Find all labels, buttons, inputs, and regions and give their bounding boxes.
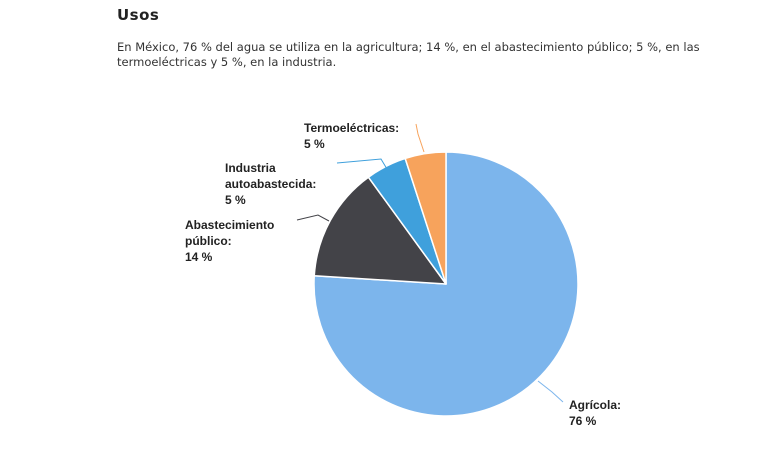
data-label-agricola: Agrícola: 76 %	[569, 398, 621, 428]
data-label-industria-autoabastecida: Industria autoabastecida: 5 %	[225, 161, 316, 207]
data-label-line: 76 %	[569, 414, 597, 428]
data-label-line: Abastecimiento	[185, 218, 274, 232]
label-connector-abastecimiento-publico	[296, 214, 330, 222]
data-label-line: 5 %	[225, 193, 246, 207]
intro-paragraph: En México, 76 % del agua se utiliza en l…	[117, 40, 700, 69]
label-connectors	[296, 123, 564, 403]
data-label-line: 14 %	[185, 250, 213, 264]
data-label-line: Industria	[225, 161, 276, 175]
data-label-line: Termoeléctricas:	[304, 121, 399, 135]
pie-slice-abastecimiento-publico[interactable]	[313, 176, 447, 285]
data-label-termoelectricas: Termoeléctricas: 5 %	[304, 121, 399, 151]
data-label-line: autoabastecida:	[225, 177, 316, 191]
data-labels: Agrícola: 76 % Abastecimiento público: 14 % I…	[185, 121, 621, 428]
pie-slices	[313, 151, 579, 417]
data-label-abastecimiento-publico: Abastecimiento público: 14 %	[185, 218, 274, 264]
pie-slice-termoelectricas[interactable]	[404, 151, 447, 285]
section-heading: Usos	[117, 6, 160, 24]
pie-slice-agricola[interactable]	[313, 151, 579, 417]
data-label-line: Agrícola:	[569, 398, 621, 412]
data-label-line: público:	[185, 234, 232, 248]
label-connector-industria-autoabastecida	[336, 158, 388, 170]
label-connector-termoelectricas	[415, 123, 425, 153]
data-label-line: 5 %	[304, 137, 325, 151]
label-connector-agricola	[537, 380, 564, 403]
